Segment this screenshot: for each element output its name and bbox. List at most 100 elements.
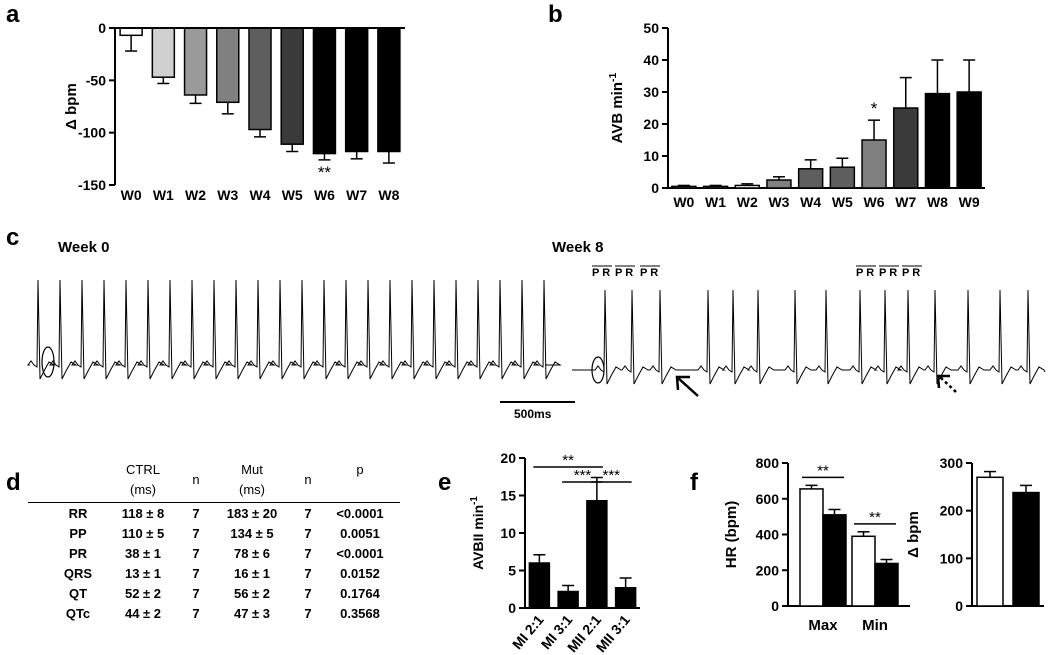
p-wave-circle-week0 bbox=[41, 346, 55, 378]
y-tick-label: 50 bbox=[643, 20, 659, 36]
y-tick-label: 5 bbox=[508, 563, 516, 579]
y-tick-label: 200 bbox=[756, 562, 780, 578]
table-subheader-ctrl: (ms) bbox=[130, 482, 156, 497]
table-cell-ctrl: 13 ± 1 bbox=[124, 566, 162, 581]
table-cell-n2: 7 bbox=[304, 546, 312, 561]
y-axis-label: Δ bpm bbox=[63, 83, 80, 130]
bar bbox=[829, 166, 856, 189]
table-cell-label: QRS bbox=[63, 566, 93, 581]
chart-a-delta-bpm: 0 -50 -100 -150 W0 W1 W2 W3 W4 W5 W6 W7 W8 ** Δ bpm bbox=[63, 20, 405, 203]
table-cell-mut: 183 ± 20 bbox=[226, 506, 278, 521]
y-tick-label: 0 bbox=[508, 600, 516, 616]
y-tick-label: -50 bbox=[86, 72, 106, 88]
x-tick-label: W2 bbox=[737, 194, 758, 210]
y-tick-label: -100 bbox=[78, 125, 106, 141]
bar bbox=[861, 139, 887, 189]
ecg-right-title: Week 8 bbox=[552, 239, 603, 256]
x-tick-label: W8 bbox=[927, 194, 948, 210]
y-tick-label: 800 bbox=[756, 455, 780, 471]
chart-f-delta-bpm: 0 100 200 300 Δ bpm bbox=[905, 455, 1044, 614]
y-tick-label: 10 bbox=[500, 525, 516, 541]
bar bbox=[1012, 491, 1040, 607]
bar bbox=[312, 27, 337, 155]
table-cell-n2: 7 bbox=[304, 566, 312, 581]
x-tick-label: W8 bbox=[378, 187, 399, 203]
y-tick-label: 40 bbox=[643, 52, 659, 68]
bar bbox=[874, 562, 899, 607]
bar bbox=[976, 476, 1004, 607]
pr-mark-label: P R bbox=[902, 267, 920, 279]
table-cell-ctrl: 118 ± 8 bbox=[121, 506, 165, 521]
y-axis-label-sup: -1 bbox=[469, 496, 480, 505]
bar bbox=[671, 185, 697, 189]
bar bbox=[797, 168, 824, 189]
y-tick-label: 30 bbox=[643, 84, 659, 100]
x-tick-label: W1 bbox=[153, 187, 174, 203]
x-tick-label: W0 bbox=[673, 194, 694, 210]
panel-letter-d: d bbox=[6, 469, 21, 496]
pr-mark-label: P R bbox=[856, 267, 874, 279]
bar bbox=[557, 590, 579, 609]
dotted-arrow-icon bbox=[936, 374, 957, 393]
y-axis-label: Δ bpm bbox=[905, 511, 922, 558]
table-cell-n1: 7 bbox=[192, 586, 200, 601]
table-cell-n2: 7 bbox=[304, 586, 312, 601]
table-cell-label: PP bbox=[69, 526, 87, 541]
y-tick-label: 400 bbox=[756, 527, 780, 543]
pr-mark-label: P R bbox=[592, 267, 610, 279]
y-tick-label: 20 bbox=[500, 450, 516, 466]
table-header-p: p bbox=[356, 462, 364, 477]
x-tick-label: W7 bbox=[346, 187, 367, 203]
y-tick-label: 0 bbox=[955, 598, 963, 614]
bar bbox=[702, 185, 729, 189]
y-tick-label: 15 bbox=[500, 488, 516, 504]
panel-letter-a: a bbox=[6, 1, 20, 28]
table-cell-mut: 47 ± 3 bbox=[233, 606, 271, 621]
table-cell-p: 0.1764 bbox=[340, 586, 380, 601]
y-tick-label: 100 bbox=[940, 550, 964, 566]
table-cell-n1: 7 bbox=[192, 546, 200, 561]
table-cell-p: 0.0152 bbox=[340, 566, 380, 581]
ecg-left-title: Week 0 bbox=[58, 239, 109, 256]
table-cell-n1: 7 bbox=[192, 526, 200, 541]
x-tick-label: W1 bbox=[705, 194, 726, 210]
y-tick-label: 0 bbox=[771, 598, 779, 614]
bar bbox=[377, 27, 401, 153]
table-cell-label: QT bbox=[68, 586, 88, 601]
y-axis-label: AVB min-1 bbox=[607, 72, 626, 143]
x-tick-label: Max bbox=[808, 617, 838, 634]
solid-arrow-icon bbox=[675, 375, 699, 397]
table-subheader-mut: (ms) bbox=[239, 482, 265, 497]
x-tick-label: W9 bbox=[959, 194, 980, 210]
table-cell-n1: 7 bbox=[192, 506, 200, 521]
x-tick-label: W3 bbox=[768, 194, 789, 210]
table-cell-mut: 78 ± 6 bbox=[233, 546, 271, 561]
significance-mark: ** bbox=[318, 163, 332, 182]
y-axis-label-sup: -1 bbox=[607, 72, 619, 81]
y-axis-label-text: AVBII min bbox=[470, 505, 486, 570]
table-cell-n2: 7 bbox=[304, 526, 312, 541]
bar bbox=[216, 27, 240, 104]
y-tick-label: -150 bbox=[78, 177, 106, 193]
table-cell-n1: 7 bbox=[192, 606, 200, 621]
bar bbox=[183, 27, 208, 96]
x-tick-label: W2 bbox=[185, 187, 206, 203]
pr-mark-label: P R bbox=[879, 267, 897, 279]
table-cell-p: 0.3568 bbox=[340, 606, 380, 621]
significance-mark: * bbox=[871, 99, 878, 118]
bar bbox=[734, 184, 760, 189]
bar bbox=[799, 488, 824, 607]
table-cell-n2: 7 bbox=[304, 506, 312, 521]
table-cell-label: QTc bbox=[65, 606, 91, 621]
y-axis-label: HR (bpm) bbox=[723, 501, 740, 569]
bar bbox=[280, 27, 304, 145]
ecg-week8-trace bbox=[572, 289, 1046, 385]
table-cell-ctrl: 110 ± 5 bbox=[121, 526, 165, 541]
table-cell-p: 0.0051 bbox=[340, 526, 380, 541]
x-tick-label: W5 bbox=[832, 194, 853, 210]
panel-letter-f: f bbox=[690, 469, 699, 496]
y-axis-label-text: Δ bpm bbox=[905, 511, 922, 558]
table-header-mut: Mut bbox=[241, 462, 263, 477]
